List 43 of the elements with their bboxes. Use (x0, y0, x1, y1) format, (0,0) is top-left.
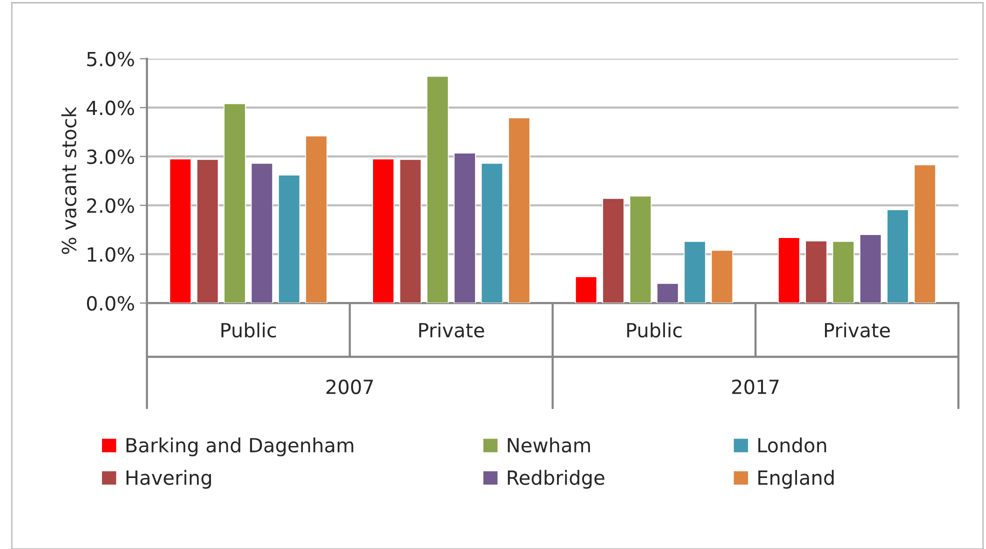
y-tick-label: 2.0% (87, 198, 134, 213)
bar (629, 196, 652, 304)
bar (684, 241, 706, 304)
bar (656, 283, 679, 304)
bar (832, 241, 854, 304)
bar (508, 117, 530, 304)
bar (399, 158, 422, 304)
x-tick-label: Private (824, 322, 890, 338)
bar (224, 103, 246, 304)
y-tick-label: 1.0% (88, 247, 134, 262)
bar (426, 76, 449, 304)
legend-label: London (758, 437, 826, 453)
legend-label: England (758, 470, 834, 489)
bar (805, 240, 828, 304)
bar (250, 162, 274, 304)
bar (575, 276, 598, 304)
text: 2007 (326, 379, 373, 394)
bar (372, 158, 394, 304)
bar (778, 237, 800, 304)
y-axis-title: % vacant stock (61, 106, 76, 254)
y-tick-label: 4.0% (86, 100, 134, 116)
x-tick-label: Public (221, 322, 276, 338)
bar (278, 174, 300, 304)
legend-label: Redbridge (508, 470, 604, 489)
y-tick-label: 0.0% (86, 296, 134, 311)
legend-label: Barking and Dagenham (126, 437, 354, 456)
bar (480, 162, 504, 304)
bar (169, 158, 192, 304)
bar (305, 136, 328, 304)
y-tick-label: 3.0% (87, 149, 134, 164)
bar (602, 198, 624, 304)
bar (859, 234, 882, 304)
x-tick-label: Public (627, 322, 682, 338)
bar (886, 209, 909, 304)
legend-label: Newham (508, 437, 590, 453)
bar (914, 164, 936, 304)
y-tick-label: 5.0% (87, 52, 134, 66)
bar (710, 250, 734, 304)
x-tick-label: Private (419, 322, 484, 338)
bar (454, 152, 476, 304)
bar (196, 158, 219, 304)
text: 2017 (732, 379, 779, 394)
legend-label: Havering (126, 470, 211, 489)
